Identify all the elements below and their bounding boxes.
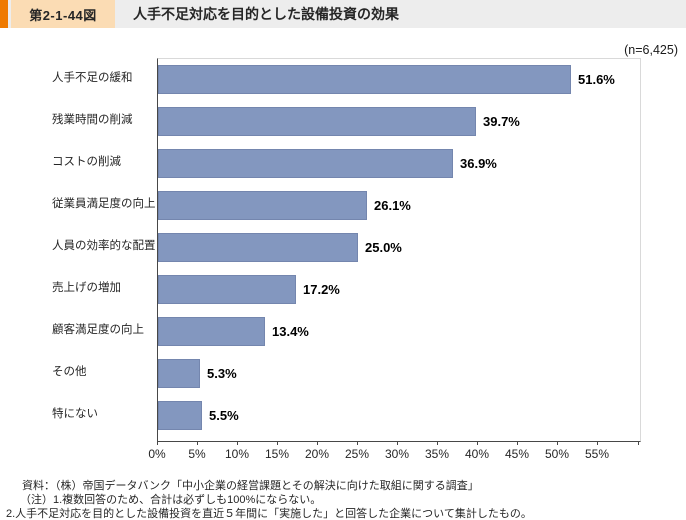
bar-value-label: 39.7% [483, 114, 520, 129]
page-title: 人手不足対応を目的とした設備投資の効果 [133, 6, 399, 22]
category-axis: 人手不足の緩和 残業時間の削減 コストの削減従業員満足度の向上 人員の効率的な配置 売上… [0, 58, 157, 440]
figure-number: 第2-1-44図 [29, 7, 97, 23]
accent-bar [0, 0, 8, 28]
x-tick-label: 20% [304, 447, 330, 461]
bar-value-label: 17.2% [303, 282, 340, 297]
bar [158, 107, 476, 136]
x-tick [638, 441, 639, 445]
x-tick-label: 55% [584, 447, 610, 461]
category-label: 人員の効率的な配置 [52, 240, 156, 252]
bar [158, 191, 367, 220]
note-line-2: 2.人手不足対応を目的とした設備投資を直近５年間に「実施した」と回答した企業につ… [6, 508, 532, 520]
x-tick-label: 50% [544, 447, 570, 461]
x-tick-label: 5% [188, 447, 206, 461]
category-label: 人手不足の緩和 [52, 72, 133, 84]
figure-number-box: 第2-1-44図 [11, 0, 115, 28]
category-label: 売上げの増加 [52, 282, 121, 294]
x-tick [557, 441, 558, 445]
bar-value-label: 5.3% [207, 366, 237, 381]
x-tick [517, 441, 518, 445]
bar [158, 149, 453, 178]
x-tick-label: 25% [344, 447, 370, 461]
bar-value-label: 5.5% [209, 408, 239, 423]
bar-value-label: 13.4% [272, 324, 309, 339]
bar [158, 317, 265, 346]
category-label: その他 [52, 366, 87, 378]
bar [158, 65, 571, 94]
bar-value-label: 26.1% [374, 198, 411, 213]
x-tick [397, 441, 398, 445]
bar [158, 233, 358, 262]
x-tick [237, 441, 238, 445]
bar [158, 275, 296, 304]
x-tick [197, 441, 198, 445]
x-tick-label: 10% [224, 447, 250, 461]
x-tick-label: 45% [504, 447, 530, 461]
bar-value-label: 51.6% [578, 72, 615, 87]
note-line-1: （注）1.複数回答のため、合計は必ずしも100%にならない。 [20, 494, 322, 506]
x-tick-label: 35% [424, 447, 450, 461]
x-tick-label: 0% [148, 447, 166, 461]
x-tick [597, 441, 598, 445]
x-tick [357, 441, 358, 445]
category-label: 顧客満足度の向上 [52, 324, 144, 336]
category-label: 従業員満足度の向上 [52, 198, 156, 210]
x-tick-label: 30% [384, 447, 410, 461]
category-label: コストの削減 [52, 156, 121, 168]
bar-value-label: 25.0% [365, 240, 402, 255]
x-tick [157, 441, 158, 445]
x-tick-label: 15% [264, 447, 290, 461]
bar [158, 359, 200, 388]
header-band: 第2-1-44図 人手不足対応を目的とした設備投資の効果 [0, 0, 686, 28]
bar [158, 401, 202, 430]
category-label: 残業時間の削減 [52, 114, 133, 126]
x-tick [477, 441, 478, 445]
sample-size-label: (n=6,425) [624, 43, 678, 57]
x-tick [277, 441, 278, 445]
x-axis: 0% 5% 10% 15% 20% 25% 30% 35% 40% 45% 50% 55% [148, 441, 639, 467]
source-note: 資料：（株）帝国データバンク「中小企業の経営課題とその解決に向けた取組に関する調… [22, 480, 479, 492]
category-label: 特にない [52, 408, 98, 420]
x-tick-label: 40% [464, 447, 490, 461]
x-tick [437, 441, 438, 445]
plot-area: 51.6% 39.7% 36.9% 26.1% 25.0% 17.2% 13.4% 5.3% 5… [157, 58, 641, 442]
bar-value-label: 36.9% [460, 156, 497, 171]
x-tick [317, 441, 318, 445]
